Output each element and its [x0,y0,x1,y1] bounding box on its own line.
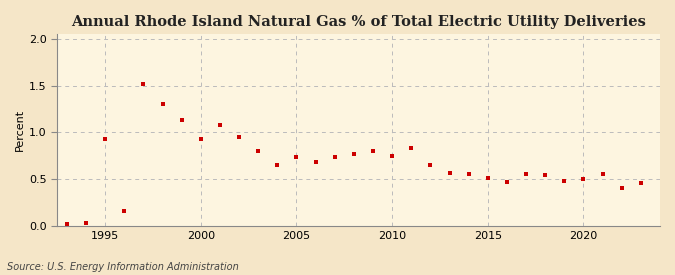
Point [80,221,91,225]
Point [253,149,264,153]
Point [406,146,416,150]
Point [463,172,474,177]
Point [425,163,436,167]
Point [616,185,627,190]
Y-axis label: Percent: Percent [15,109,25,151]
Point [234,135,244,139]
Point [196,137,207,141]
Point [540,173,551,178]
Point [329,155,340,159]
Point [138,82,148,86]
Point [368,149,379,153]
Point [310,160,321,164]
Point [520,172,531,177]
Text: Source: U.S. Energy Information Administration: Source: U.S. Energy Information Administ… [7,262,238,272]
Point [61,222,72,226]
Point [157,102,168,107]
Point [578,177,589,182]
Title: Annual Rhode Island Natural Gas % of Total Electric Utility Deliveries: Annual Rhode Island Natural Gas % of Tot… [72,15,646,29]
Point [215,123,225,127]
Point [272,163,283,167]
Point [483,176,493,180]
Point [119,209,130,213]
Point [348,152,359,156]
Point [444,170,455,175]
Point [502,180,512,184]
Point [387,154,398,158]
Point [100,137,111,141]
Point [176,118,187,122]
Point [635,181,646,185]
Point [559,179,570,183]
Point [291,155,302,159]
Point [597,172,608,177]
